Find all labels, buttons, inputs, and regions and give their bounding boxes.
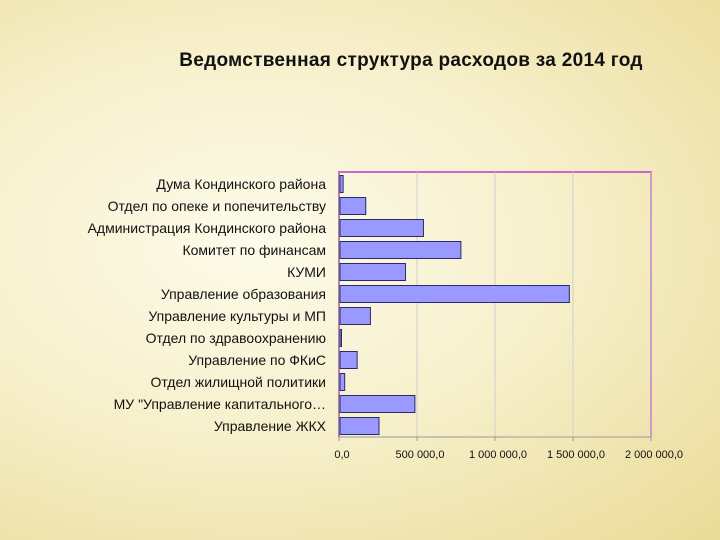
category-label: Отдел по здравоохранению [146,330,326,346]
category-label: Управление образования [161,286,326,302]
bar [339,373,346,391]
category-label: Администрация Кондинского района [88,220,327,236]
bar [339,351,358,369]
category-label: Отдел по опеке и попечительству [108,198,326,214]
bar [339,395,416,413]
category-label: МУ "Управление капитального… [114,396,326,412]
x-tick-label: 1 500 000,0 [547,449,605,461]
x-tick-label: 2 000 000,0 [625,449,683,461]
bar [339,329,342,347]
x-tick-label: 1 000 000,0 [469,449,527,461]
chart-title: Ведомственная структура расходов за 2014… [179,50,643,71]
bar [339,417,380,435]
category-label: Управление культуры и МП [148,308,326,324]
category-label: КУМИ [287,264,326,280]
bar [339,175,344,193]
bar [339,285,570,303]
bar [339,219,424,237]
category-label: Управление по ФКиС [188,352,326,368]
x-tick-label: 500 000,0 [396,449,445,461]
category-label: Комитет по финансам [182,242,326,258]
category-label: Дума Кондинского района [156,176,326,192]
bar [339,197,367,215]
bar [339,263,407,281]
category-label: Отдел жилищной политики [150,374,326,390]
bar [339,307,371,325]
category-label: Управление ЖКХ [214,418,327,434]
bar [339,241,462,259]
x-tick-label: 0,0 [334,449,349,461]
